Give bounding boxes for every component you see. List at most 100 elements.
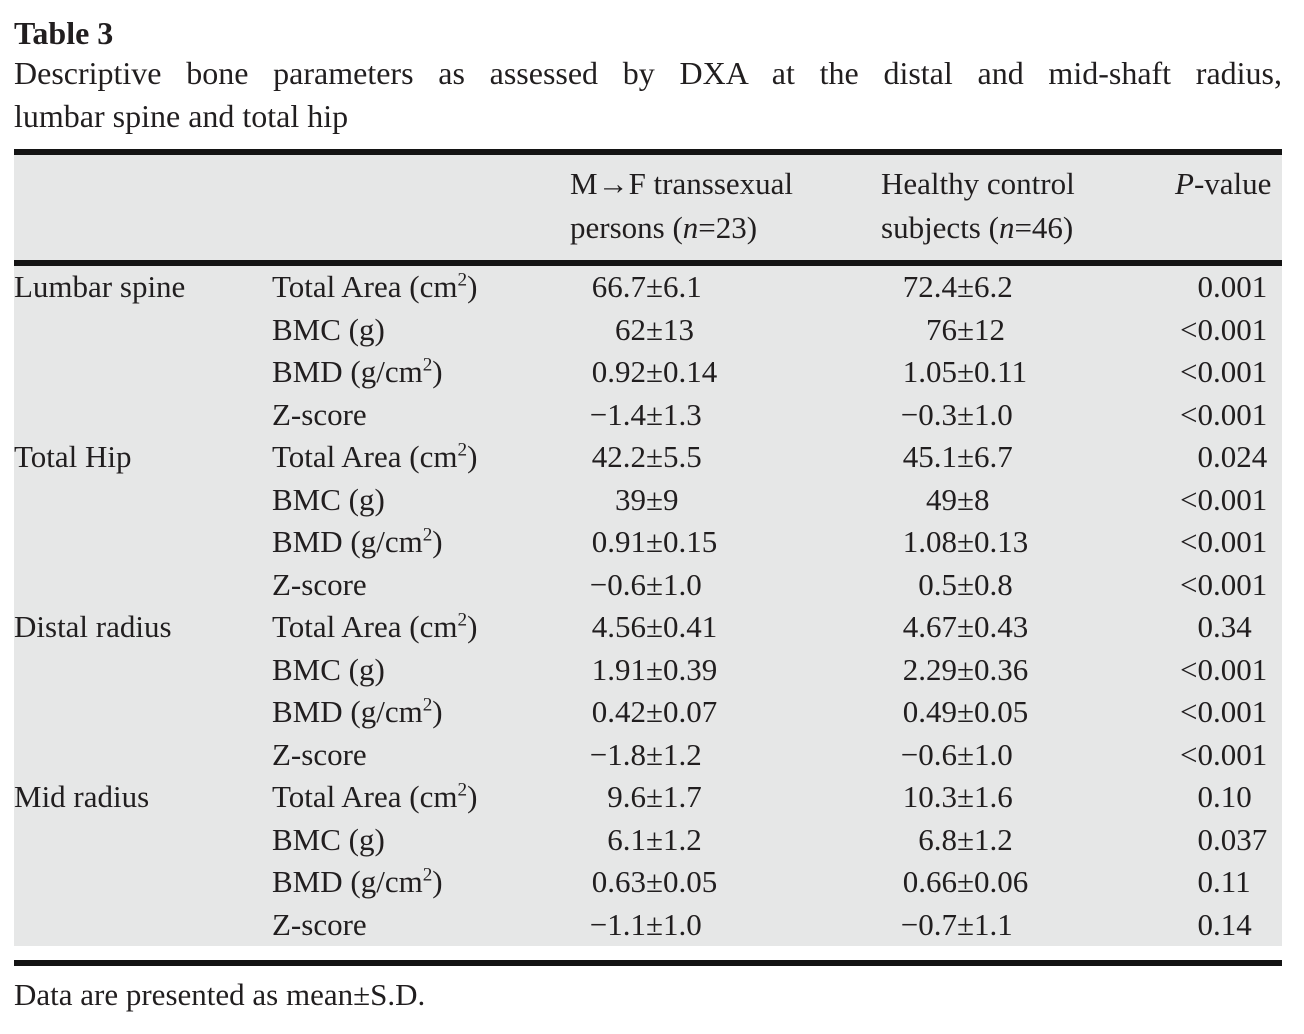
sd-value: 12: [974, 311, 1006, 347]
p-value-cell: <0.001: [1165, 649, 1282, 692]
p-integer-part: 0: [1197, 906, 1214, 942]
mean-value: 2.29: [902, 651, 957, 687]
control-value-cell: 10.3 ±1.6: [881, 776, 1165, 819]
mf-header-line1: M→F transsexual: [570, 166, 794, 201]
mean-value: 45.1: [902, 439, 957, 474]
sd-value: 0.14: [663, 354, 718, 389]
control-value-cell: 0.66 ±0.06: [881, 861, 1165, 904]
plus-minus: ±: [646, 269, 664, 304]
table-row: BMD (g/cm2) 0.42 ±0.07 0.49 ±0.05 <0.001: [14, 691, 1282, 734]
sd-value: 1.2: [974, 821, 1013, 857]
sd-value: 0.05: [663, 864, 718, 899]
p-integer-part: <0: [1180, 354, 1213, 389]
mean-value: 0.63: [591, 864, 646, 899]
p-value-cell: <0.001: [1165, 521, 1282, 564]
p-fraction-part: .024: [1213, 439, 1268, 474]
plus-minus: ±: [646, 524, 664, 559]
mean-value: −1.1: [589, 906, 646, 942]
control-value-cell: −0.7 ±1.1: [881, 904, 1165, 947]
p-value-cell: 0.037: [1165, 819, 1282, 862]
plus-minus: ±: [646, 439, 664, 474]
plus-minus: ±: [957, 736, 975, 772]
control-header-line1: Healthy control: [881, 166, 1075, 201]
control-value-cell: 4.67 ±0.43: [881, 606, 1165, 649]
sd-value: 1.0: [974, 396, 1013, 432]
mf-value-cell: 39 ±9: [570, 479, 881, 522]
plus-minus: ±: [646, 311, 664, 347]
mf-value-cell: 1.91 ±0.39: [570, 649, 881, 692]
plus-minus: ±: [957, 864, 975, 899]
plus-minus: ±: [646, 651, 664, 687]
sd-value: 1.7: [663, 779, 702, 814]
plus-minus: ±: [957, 354, 975, 389]
sd-value: 6.2: [974, 269, 1013, 304]
control-value-cell: −0.3 ±1.0: [881, 394, 1165, 437]
mean-value: 0.66: [902, 864, 957, 899]
mean-value: 0.5: [918, 566, 957, 602]
control-value-cell: 76 ±12: [881, 309, 1165, 352]
table-row: BMC (g) 39 ±9 49 ±8 <0.001: [14, 479, 1282, 522]
p-value-cell: 0.024: [1165, 436, 1282, 479]
parameter-cell: BMD (g/cm2): [272, 694, 443, 729]
mean-value: 62: [615, 311, 646, 347]
parameter-cell: Z-score: [272, 566, 367, 602]
top-rule: [14, 149, 1282, 155]
parameter-cell: BMD (g/cm2): [272, 524, 443, 559]
table-row: BMD (g/cm2) 0.91 ±0.15 1.08 ±0.13 <0.001: [14, 521, 1282, 564]
mf-value-cell: 42.2 ±5.5: [570, 436, 881, 479]
mean-value: 4.56: [591, 609, 646, 644]
mf-value-cell: 0.42 ±0.07: [570, 691, 881, 734]
plus-minus: ±: [646, 396, 664, 432]
column-header-control-group: Healthy control subjects (n=46): [881, 162, 1165, 250]
sd-value: 5.5: [663, 439, 702, 474]
sd-value: 0.43: [974, 609, 1029, 644]
plus-minus: ±: [646, 821, 664, 857]
mean-value: 72.4: [902, 269, 957, 304]
column-header-mf-group: M→F transsexual persons (n=23): [570, 162, 881, 250]
mean-value: 6.8: [918, 821, 957, 857]
superscript: 2: [457, 269, 468, 291]
plus-minus: ±: [646, 864, 664, 899]
p-value-cell: <0.001: [1165, 691, 1282, 734]
table-body-rows: Lumbar spine Total Area (cm2) 66.7 ±6.1 7…: [14, 266, 1282, 946]
sd-value: 0.06: [974, 864, 1029, 899]
p-integer-part: 0: [1197, 609, 1214, 644]
plus-minus: ±: [957, 396, 975, 432]
control-value-cell: 0.49 ±0.05: [881, 691, 1165, 734]
plus-minus: ±: [646, 906, 664, 942]
p-value-cell: <0.001: [1165, 394, 1282, 437]
sd-value: 0.11: [974, 354, 1028, 389]
control-value-cell: 0.5 ±0.8: [881, 564, 1165, 607]
parameter-cell: BMC (g): [272, 311, 385, 347]
plus-minus: ±: [957, 906, 975, 942]
mean-value: 0.91: [591, 524, 646, 559]
p-fraction-part: .001: [1213, 736, 1268, 772]
parameter-cell: Total Area (cm2): [272, 779, 478, 814]
p-fraction-part: .001: [1213, 396, 1268, 432]
parameter-cell: Z-score: [272, 906, 367, 942]
p-integer-part: 0: [1197, 779, 1214, 814]
mf-header-line2: persons (n=23): [570, 210, 758, 245]
control-value-cell: 1.08 ±0.13: [881, 521, 1165, 564]
control-value-cell: 1.05 ±0.11: [881, 351, 1165, 394]
caption-line-1: Descriptive bone parameters as assessed …: [14, 55, 1282, 91]
p-integer-part: <0: [1180, 651, 1213, 687]
mean-value: 10.3: [902, 779, 957, 814]
region-cell: Distal radius: [14, 609, 172, 644]
plus-minus: ±: [957, 651, 975, 687]
parameter-cell: BMC (g): [272, 651, 385, 687]
superscript: 2: [422, 524, 433, 546]
p-integer-part: <0: [1180, 481, 1213, 517]
p-value-cell: <0.001: [1165, 564, 1282, 607]
mean-value: 0.92: [591, 354, 646, 389]
p-value-cell: <0.001: [1165, 734, 1282, 777]
region-cell: Total Hip: [14, 439, 132, 474]
plus-minus: ±: [957, 821, 975, 857]
region-cell: Mid radius: [14, 779, 150, 814]
sd-value: 1.1: [974, 906, 1013, 942]
table-row: Distal radius Total Area (cm2) 4.56 ±0.41…: [14, 606, 1282, 649]
table-row: BMC (g) 1.91 ±0.39 2.29 ±0.36 <0.001: [14, 649, 1282, 692]
plus-minus: ±: [957, 779, 975, 814]
p-value-cell: <0.001: [1165, 351, 1282, 394]
p-value-cell: 0.10: [1165, 776, 1282, 819]
